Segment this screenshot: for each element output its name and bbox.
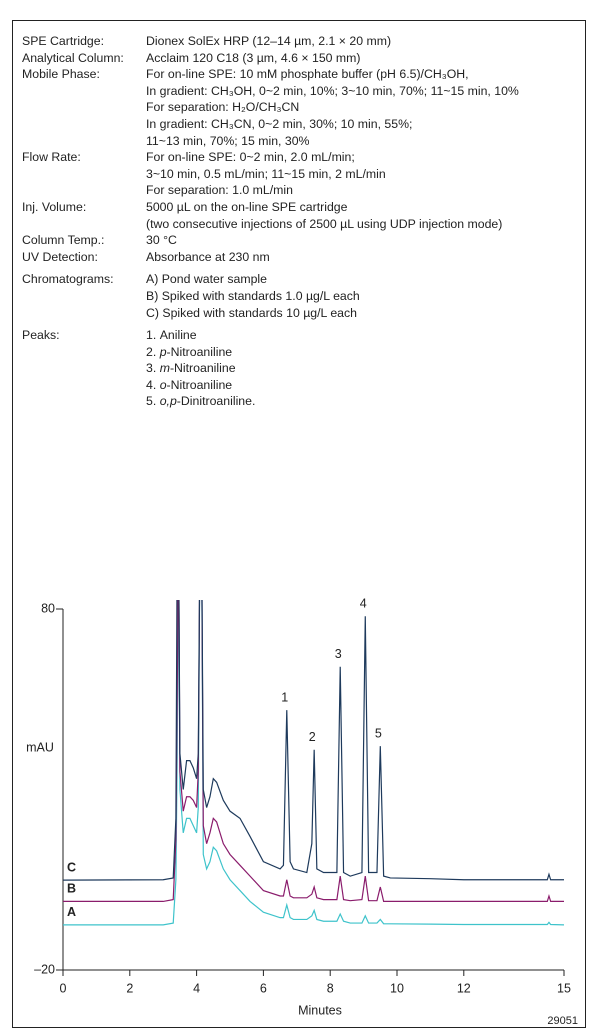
- condition-row: Flow Rate: For on-line SPE: 0~2 min, 2.0 …: [22, 149, 582, 199]
- condition-line: For separation: H₂O/CH₃CN: [146, 100, 300, 115]
- condition-row: Column Temp.: 30 °C: [22, 232, 582, 249]
- peak-line: 5. o,p-Dinitroaniline.: [146, 393, 255, 410]
- condition-line: Absorbance at 230 nm: [146, 249, 270, 264]
- trace-label: B: [67, 882, 76, 896]
- condition-values: Acclaim 120 C18 (3 µm, 4.6 × 150 mm): [146, 50, 361, 67]
- peak-number: 2.: [146, 344, 157, 359]
- condition-line: 3~10 min, 0.5 mL/min; 11~15 min, 2 mL/mi…: [146, 166, 386, 181]
- x-tick-label: 8: [327, 981, 334, 995]
- trace-label: A: [67, 905, 76, 919]
- peak-line: 3. m-Nitroaniline: [146, 360, 255, 377]
- condition-line: In gradient: CH₃CN, 0~2 min, 30%; 10 min…: [146, 116, 413, 131]
- condition-line: C) Spiked with standards 10 µg/L each: [146, 305, 358, 320]
- figure-border: [12, 20, 586, 1028]
- condition-line: For on-line SPE: 0~2 min, 2.0 mL/min;: [146, 150, 355, 165]
- condition-values: 1. Aniline 2. p-Nitroaniline 3. m-Nitroani…: [146, 327, 255, 410]
- trace-label: C: [67, 860, 76, 874]
- peak-prefix: m: [159, 361, 170, 376]
- condition-values: Dionex SolEx HRP (12–14 µm, 2.1 × 20 mm): [146, 33, 391, 50]
- condition-label: Peaks:: [22, 328, 60, 343]
- peak-line: 4. o-Nitroaniline: [146, 377, 255, 394]
- peak-number: 4.: [146, 377, 157, 392]
- peak-label: 3: [335, 647, 342, 661]
- peak-number: 3.: [146, 361, 157, 376]
- condition-line: Dionex SolEx HRP (12–14 µm, 2.1 × 20 mm): [146, 34, 392, 48]
- trace: [63, 600, 564, 903]
- peak-prefix: p: [159, 344, 167, 359]
- peak-prefix: o,p: [159, 394, 177, 409]
- peak-number: 1.: [146, 328, 157, 343]
- condition-row: Peaks: 1. Aniline 2. p-Nitroaniline 3. m-Ni…: [22, 327, 582, 410]
- peak-number: 5.: [146, 394, 157, 409]
- y-tick-label: 80: [41, 601, 55, 615]
- peak-label: 1: [281, 690, 288, 704]
- peak-name: -Nitroaniline: [166, 377, 233, 392]
- x-tick-label: 6: [260, 981, 267, 995]
- condition-line: (two consecutive injections of 2500 µL u…: [146, 216, 503, 231]
- condition-line: For on-line SPE: 10 mM phosphate buffer …: [146, 67, 469, 82]
- condition-line: A) Pond water sample: [146, 272, 267, 287]
- condition-values: 5000 µL on the on-line SPE cartridge (two…: [146, 199, 502, 232]
- condition-row: Chromatograms: A) Pond water sample B) Spi…: [22, 271, 582, 321]
- x-tick-label: 12: [457, 981, 471, 995]
- x-tick-label: 15: [557, 981, 571, 995]
- condition-row: SPE Cartridge: Dionex SolEx HRP (12–14 µm…: [22, 33, 582, 50]
- peak-name: -Nitroaniline: [166, 344, 233, 359]
- conditions: SPE Cartridge: Dionex SolEx HRP (12–14 µm…: [22, 33, 582, 410]
- peak-name: -Nitroaniline: [169, 361, 236, 376]
- condition-label: Inj. Volume:: [22, 199, 87, 214]
- condition-line: For separation: 1.0 mL/min: [146, 183, 293, 198]
- condition-label: UV Detection:: [22, 249, 98, 264]
- peak-label: 5: [375, 726, 382, 740]
- x-tick-label: 4: [193, 981, 200, 995]
- x-tick-label: 10: [390, 981, 404, 995]
- peak-label: 2: [309, 730, 316, 744]
- figure-number: 29051: [547, 1015, 578, 1027]
- condition-row: Mobile Phase: For on-line SPE: 10 mM phos…: [22, 66, 582, 149]
- condition-line: B) Spiked with standards 1.0 µg/L each: [146, 288, 360, 303]
- y-tick-label: –20: [34, 962, 55, 976]
- peak-prefix: o: [159, 377, 167, 392]
- x-tick-label: 0: [60, 981, 67, 995]
- peak-name: -Dinitroaniline.: [176, 394, 256, 409]
- trace: [63, 600, 564, 881]
- condition-line: 11~13 min, 70%; 15 min, 30%: [146, 133, 310, 148]
- condition-row: Analytical Column: Acclaim 120 C18 (3 µm,…: [22, 50, 582, 67]
- peak-line: 1. Aniline: [146, 327, 255, 344]
- condition-label: Mobile Phase:: [22, 67, 100, 82]
- condition-line: 30 °C: [146, 233, 177, 248]
- x-tick-label: 2: [126, 981, 133, 995]
- x-axis-label: Minutes: [298, 1003, 342, 1017]
- condition-line: Acclaim 120 C18 (3 µm, 4.6 × 150 mm): [146, 50, 361, 65]
- condition-label: SPE Cartridge:: [22, 34, 105, 48]
- condition-label: Analytical Column:: [22, 50, 124, 65]
- condition-line: 5000 µL on the on-line SPE cartridge: [146, 199, 348, 214]
- condition-row: UV Detection: Absorbance at 230 nm: [22, 249, 582, 266]
- condition-label: Flow Rate:: [22, 150, 81, 165]
- peak-line: 2. p-Nitroaniline: [146, 344, 255, 361]
- condition-row: Inj. Volume: 5000 µL on the on-line SPE c…: [22, 199, 582, 232]
- condition-values: Absorbance at 230 nm: [146, 249, 270, 266]
- condition-values: For on-line SPE: 10 mM phosphate buffer …: [146, 66, 519, 149]
- condition-values: For on-line SPE: 0~2 min, 2.0 mL/min; 3~1…: [146, 149, 386, 199]
- condition-line: In gradient: CH₃OH, 0~2 min, 10%; 3~10 m…: [146, 83, 519, 98]
- condition-values: A) Pond water sample B) Spiked with stand…: [146, 271, 360, 321]
- condition-values: 30 °C: [146, 232, 177, 249]
- y-axis-label: mAU: [26, 740, 54, 754]
- peak-label: 4: [360, 597, 367, 611]
- condition-label: Chromatograms:: [22, 272, 114, 287]
- condition-label: Column Temp.:: [22, 233, 105, 248]
- trace: [63, 600, 565, 926]
- peak-name: Aniline: [159, 328, 197, 343]
